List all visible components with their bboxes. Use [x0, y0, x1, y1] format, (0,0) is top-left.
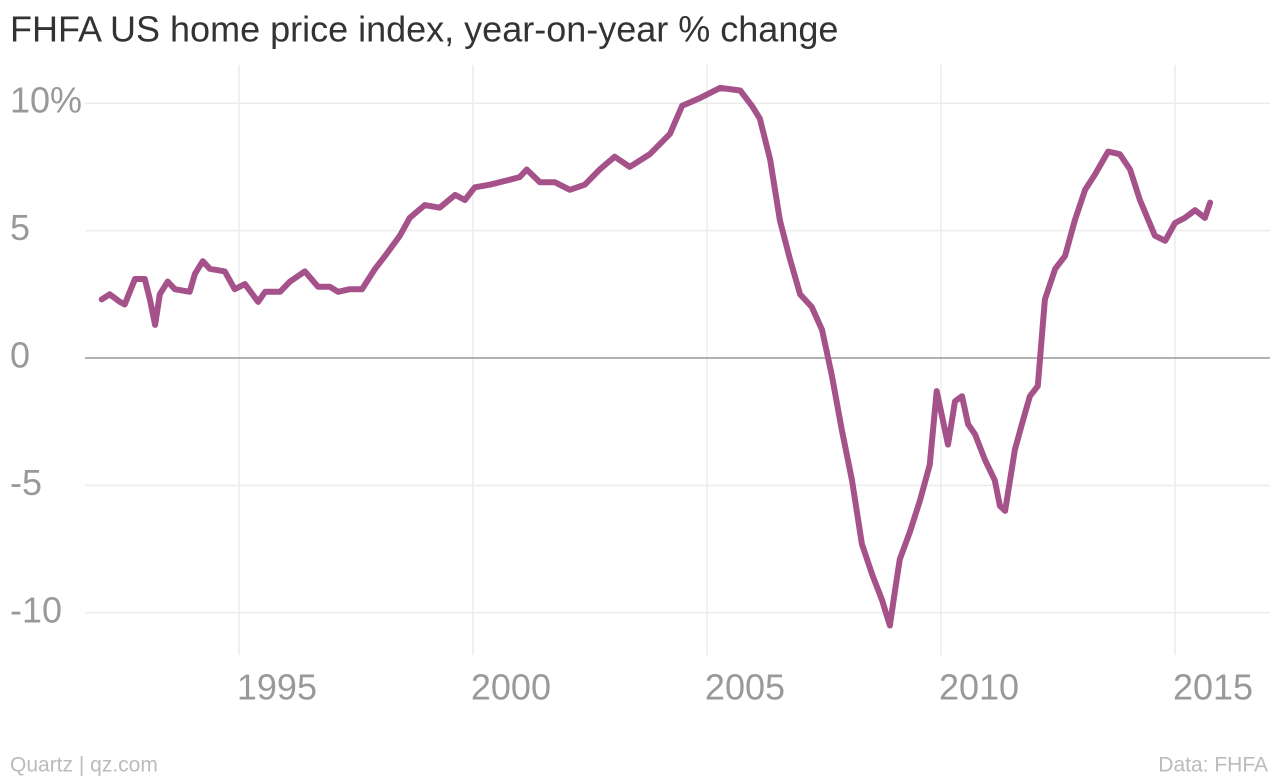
source-right: Data: FHFA — [1158, 754, 1268, 777]
x-tick-label: 2015 — [1173, 667, 1253, 708]
y-tick-label: 10% — [10, 80, 82, 121]
line-series — [98, 84, 1214, 629]
y-tick-label: 0 — [10, 335, 30, 376]
y-tick-label: -10 — [10, 589, 62, 630]
source-left: Quartz | qz.com — [10, 754, 158, 777]
chart-title: FHFA US home price index, year-on-year %… — [10, 9, 838, 50]
x-tick-label: 2000 — [471, 667, 551, 708]
x-tick-label: 1995 — [237, 667, 317, 708]
y-tick-label: 5 — [10, 207, 30, 248]
x-tick-label: 2010 — [939, 667, 1019, 708]
x-tick-label: 2005 — [705, 667, 785, 708]
y-tick-label: -5 — [10, 462, 42, 503]
